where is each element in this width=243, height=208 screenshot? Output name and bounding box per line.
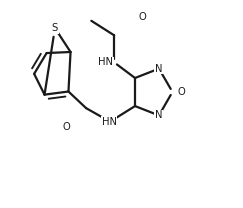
- Text: O: O: [63, 122, 70, 132]
- Text: N: N: [155, 110, 163, 120]
- Text: O: O: [138, 12, 146, 22]
- Text: N: N: [155, 64, 163, 74]
- Text: HN: HN: [98, 57, 113, 67]
- Text: HN: HN: [102, 117, 117, 127]
- Text: O: O: [178, 87, 185, 97]
- Text: S: S: [52, 23, 58, 33]
